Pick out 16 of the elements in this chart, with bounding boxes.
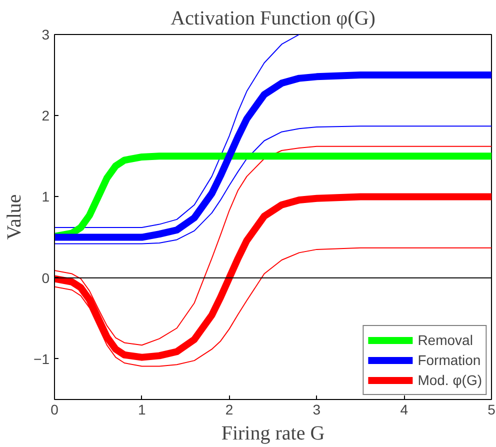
y-tick-label: 0 bbox=[42, 270, 50, 286]
y-tick-label: −1 bbox=[34, 350, 50, 367]
chart-title: Activation Function φ(G) bbox=[170, 8, 376, 30]
y-tick-label: 2 bbox=[42, 108, 50, 124]
x-tick-label: 2 bbox=[225, 402, 234, 418]
legend-label: Mod. φ(G) bbox=[418, 372, 482, 388]
y-axis-title: Value bbox=[4, 194, 26, 240]
x-tick-label: 4 bbox=[400, 402, 408, 418]
legend-label: Removal bbox=[418, 332, 473, 348]
x-tick-label: 5 bbox=[488, 402, 496, 418]
x-axis-title: Firing rate G bbox=[221, 422, 325, 444]
x-tick-label: 1 bbox=[138, 402, 146, 418]
y-tick-label: 3 bbox=[42, 26, 50, 42]
x-tick-label: 3 bbox=[312, 402, 321, 418]
y-tick-label: 1 bbox=[42, 188, 50, 205]
legend-label: Formation bbox=[418, 352, 481, 368]
